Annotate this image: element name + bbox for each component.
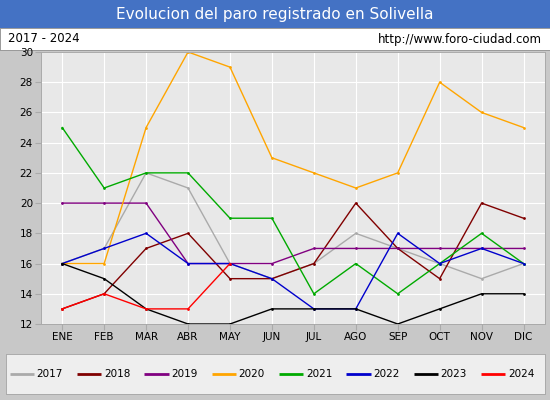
Text: 2022: 2022: [373, 369, 400, 379]
Text: 2017 - 2024: 2017 - 2024: [8, 32, 80, 46]
Text: 2020: 2020: [239, 369, 265, 379]
Text: 2021: 2021: [306, 369, 332, 379]
Text: Evolucion del paro registrado en Solivella: Evolucion del paro registrado en Solivel…: [116, 6, 434, 22]
Text: 2018: 2018: [104, 369, 130, 379]
Text: 2023: 2023: [441, 369, 467, 379]
Text: 2017: 2017: [36, 369, 63, 379]
Text: 2024: 2024: [508, 369, 535, 379]
Text: 2019: 2019: [171, 369, 197, 379]
Text: http://www.foro-ciudad.com: http://www.foro-ciudad.com: [378, 32, 542, 46]
